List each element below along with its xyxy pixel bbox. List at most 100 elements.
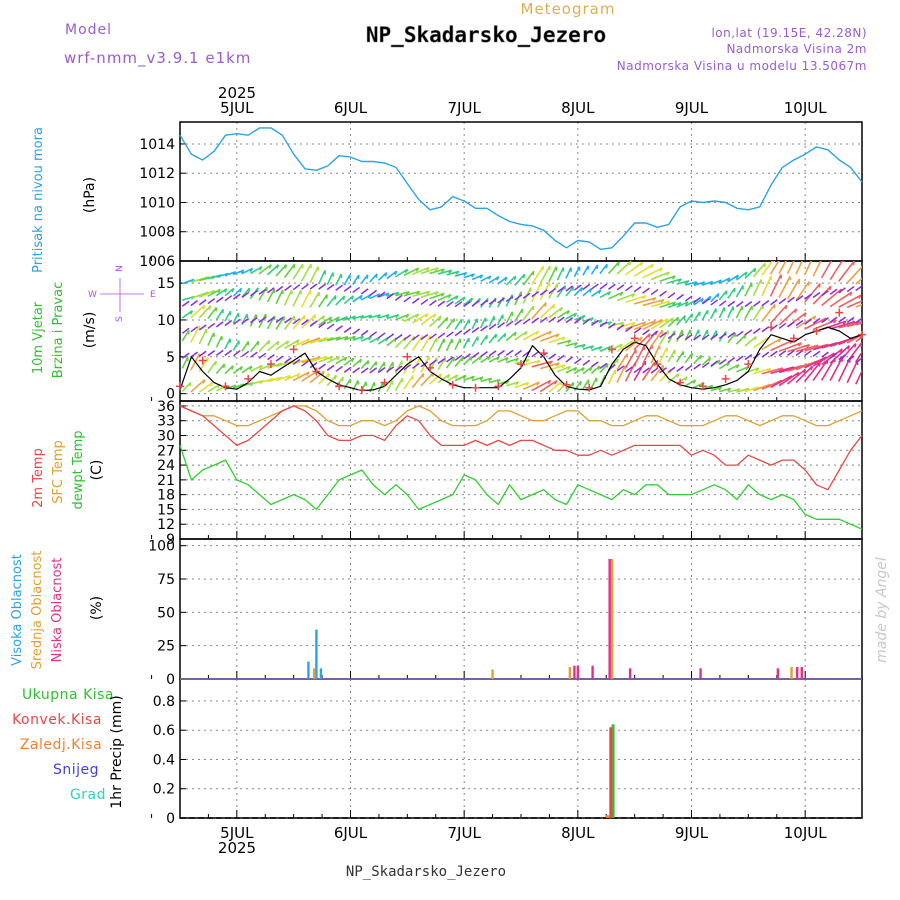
wind-gust-marker (721, 374, 730, 383)
wind-arrow-head (876, 318, 879, 321)
wind-arrow-head (366, 360, 370, 365)
precip-panel: 0 0.2 0.4 0.6 0.8 (151, 678, 863, 827)
wind-arrow-head (567, 339, 572, 344)
wind-arrow (326, 316, 340, 325)
wind-arrow-head (581, 367, 585, 372)
wind-arrow (190, 325, 201, 343)
wind-arrow-head (784, 305, 788, 310)
wind-vane-mark (633, 327, 642, 334)
wind-arrow-head (640, 261, 644, 267)
wind-arrow (377, 272, 388, 281)
wind-arrow-head (276, 264, 280, 269)
wind-arrow (744, 282, 753, 297)
wind-arrow-head (469, 356, 473, 361)
wind-arrow-head (708, 357, 712, 362)
wind-vane-mark (437, 300, 446, 307)
wind-vane-mark (582, 318, 591, 325)
wind-vane-mark (753, 300, 761, 307)
wind-arrow-head (866, 331, 868, 334)
wind-arrow-head (395, 314, 400, 319)
wind-arrow (352, 294, 363, 303)
wind-vane-mark (718, 300, 727, 307)
wind-arrow-head (616, 358, 619, 363)
wind-arrow (531, 302, 547, 320)
wind-arrow (641, 344, 653, 365)
pressure-unit: (hPa) (82, 177, 98, 213)
cloud-bar (796, 667, 799, 679)
wind-vane-mark (787, 296, 795, 303)
wind-arrow (386, 270, 398, 280)
wind-arrow-head (842, 320, 847, 325)
wind-vane-mark (394, 294, 403, 301)
wind-arrow (343, 274, 351, 286)
wind-vane-mark (284, 357, 292, 364)
cloud-frame (179, 538, 863, 680)
wind-arrow-head (666, 300, 671, 305)
wind-arrow (301, 370, 319, 382)
wind-ylabel-2: Brzina i Pravac (51, 282, 66, 379)
wind-arrow-head (471, 273, 476, 278)
cloud-bar (610, 559, 614, 679)
wind-arrow (761, 261, 774, 276)
wind-arrow (625, 261, 643, 276)
wind-arrow (471, 355, 482, 364)
wind-vane-mark (556, 286, 565, 293)
wind-vane-mark (599, 283, 608, 290)
wind-arrow (369, 293, 381, 300)
wind-vane-mark (531, 291, 540, 298)
wind-gust-marker (789, 334, 798, 343)
cloud-y-tick-label: 25 (157, 639, 175, 655)
wind-vane-mark (735, 330, 744, 337)
t2m-temp-line (179, 405, 863, 491)
wind-vane-mark (446, 331, 454, 338)
wind-gust-marker (630, 334, 639, 343)
wind-arrow-head (606, 363, 609, 368)
wind-arrow-head (445, 317, 449, 322)
wind-arrow (463, 273, 475, 279)
wind-arrow (335, 273, 343, 286)
wind-arrow (394, 360, 403, 374)
wind-arrow (522, 305, 535, 321)
wind-arrow (292, 338, 310, 348)
wind-arrow (224, 287, 235, 297)
wind-arrow (318, 355, 333, 363)
wind-arrow (548, 380, 563, 393)
wind-arrow (599, 290, 611, 299)
wind-vane-mark (642, 287, 650, 294)
wind-arrow (565, 366, 577, 374)
wind-arrow (846, 265, 862, 284)
wind-arrow-head (810, 366, 814, 371)
wind-arrow-head (435, 291, 439, 296)
wind-arrow-head (455, 270, 460, 275)
wind-arrow (395, 313, 410, 321)
cloud-panel: 0 25 50 75 100 (148, 538, 863, 688)
wind-gust-marker (698, 382, 707, 391)
wind-arrow (684, 299, 696, 307)
wind-vane-mark (812, 350, 821, 357)
wind-arrow (633, 320, 656, 331)
wind-arrow-head (239, 288, 243, 293)
cloud-bar (573, 665, 576, 679)
wind-vane-mark (250, 351, 258, 358)
wind-vane-mark (718, 358, 727, 365)
wind-arrow-head (303, 315, 306, 320)
wind-vane-mark (761, 351, 770, 358)
wind-gust-marker (448, 380, 457, 389)
wind-arrow (548, 306, 563, 319)
wind-arrow (590, 264, 599, 275)
wind-arrow (463, 375, 475, 382)
wind-arrow (181, 356, 189, 369)
wind-arrow-head (293, 264, 296, 269)
wind-arrow (215, 363, 226, 375)
wind-arrow (224, 310, 232, 322)
wind-vane-mark (232, 293, 241, 300)
wind-vane-mark (591, 361, 599, 368)
wind-vane-mark (377, 291, 386, 298)
wind-arrow (412, 313, 429, 324)
wind-arrow (838, 294, 862, 308)
wind-vane-mark (446, 300, 454, 308)
wind-arrow (795, 261, 804, 275)
wind-arrow (326, 355, 340, 364)
wind-vane-mark (591, 319, 599, 326)
wind-arrow-head (496, 356, 500, 361)
